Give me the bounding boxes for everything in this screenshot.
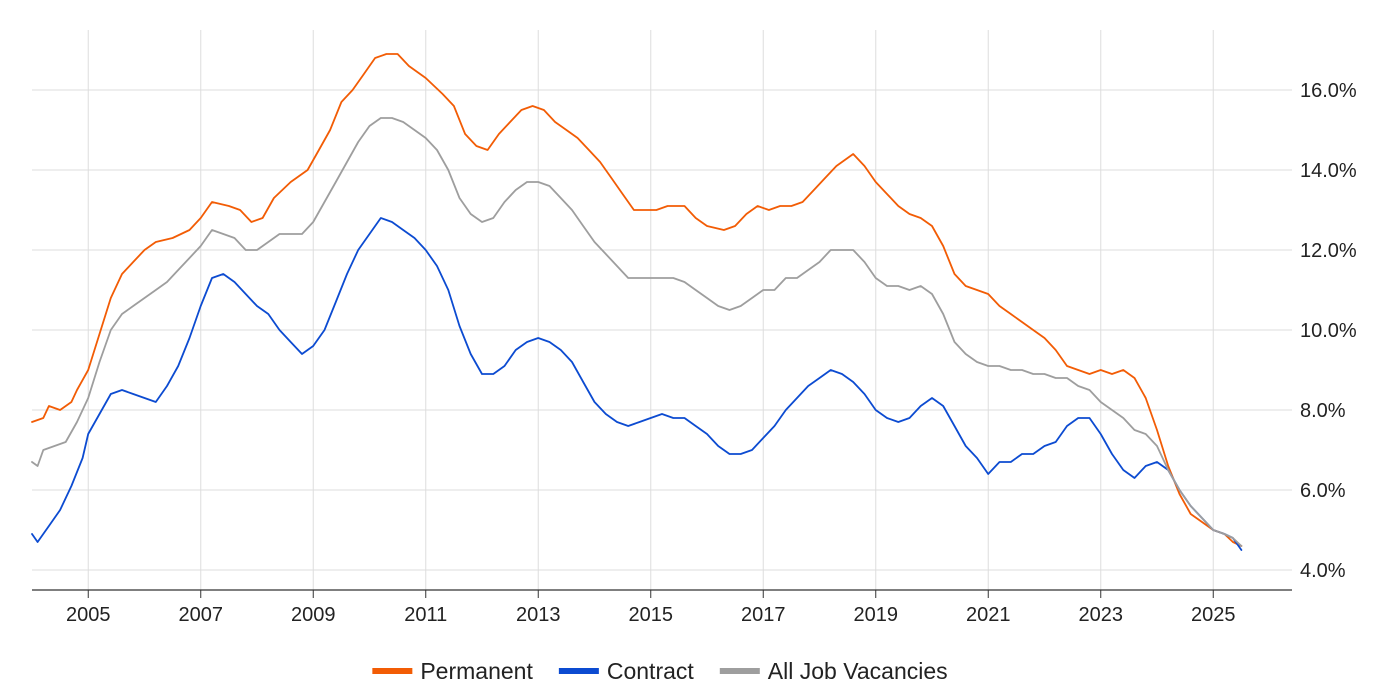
series-line-permanent <box>31 53 1243 547</box>
x-tick-label: 2015 <box>629 604 674 626</box>
x-tick-label: 2005 <box>66 604 111 626</box>
x-tick-label: 2025 <box>1191 604 1236 626</box>
x-tick-label: 2011 <box>404 604 447 626</box>
x-tick-label: 2013 <box>516 604 561 626</box>
legend-label: Contract <box>607 658 695 684</box>
x-axis <box>32 589 1292 598</box>
y-tick-labels: 4.0% 6.0% 8.0% 10.0% 12.0% 14.0% 16.0% <box>1300 80 1357 582</box>
x-tick-label: 2019 <box>854 604 899 626</box>
legend-label: All Job Vacancies <box>768 658 948 684</box>
y-tick-label: 4.0% <box>1300 560 1346 582</box>
series-lines <box>31 53 1243 551</box>
x-tick-label: 2017 <box>741 604 786 626</box>
legend-swatch <box>372 668 413 674</box>
legend-label: Permanent <box>420 658 533 684</box>
legend: Permanent Contract All Job Vacancies <box>372 658 948 684</box>
grid <box>32 30 1292 590</box>
x-tick-label: 2009 <box>291 604 336 626</box>
y-tick-label: 14.0% <box>1300 160 1357 182</box>
y-tick-label: 8.0% <box>1300 400 1346 422</box>
x-tick-label: 2021 <box>966 604 1011 626</box>
x-tick-label: 2023 <box>1079 604 1124 626</box>
x-tick-labels: 2005 2007 2009 2011 2013 2015 2017 2019 2021 2023… <box>66 604 1236 626</box>
legend-item: Contract <box>558 658 695 684</box>
y-tick-label: 10.0% <box>1300 320 1357 342</box>
legend-item: Permanent <box>372 658 533 684</box>
y-tick-label: 16.0% <box>1300 80 1357 102</box>
legend-item: All Job Vacancies <box>719 658 948 684</box>
y-tick-label: 6.0% <box>1300 480 1346 502</box>
series-line-contract <box>31 217 1243 551</box>
y-tick-label: 12.0% <box>1300 240 1357 262</box>
legend-swatch <box>719 668 760 674</box>
x-tick-label: 2007 <box>179 604 224 626</box>
series-line-all-job-vacancies <box>31 117 1243 547</box>
legend-swatch <box>558 668 599 674</box>
